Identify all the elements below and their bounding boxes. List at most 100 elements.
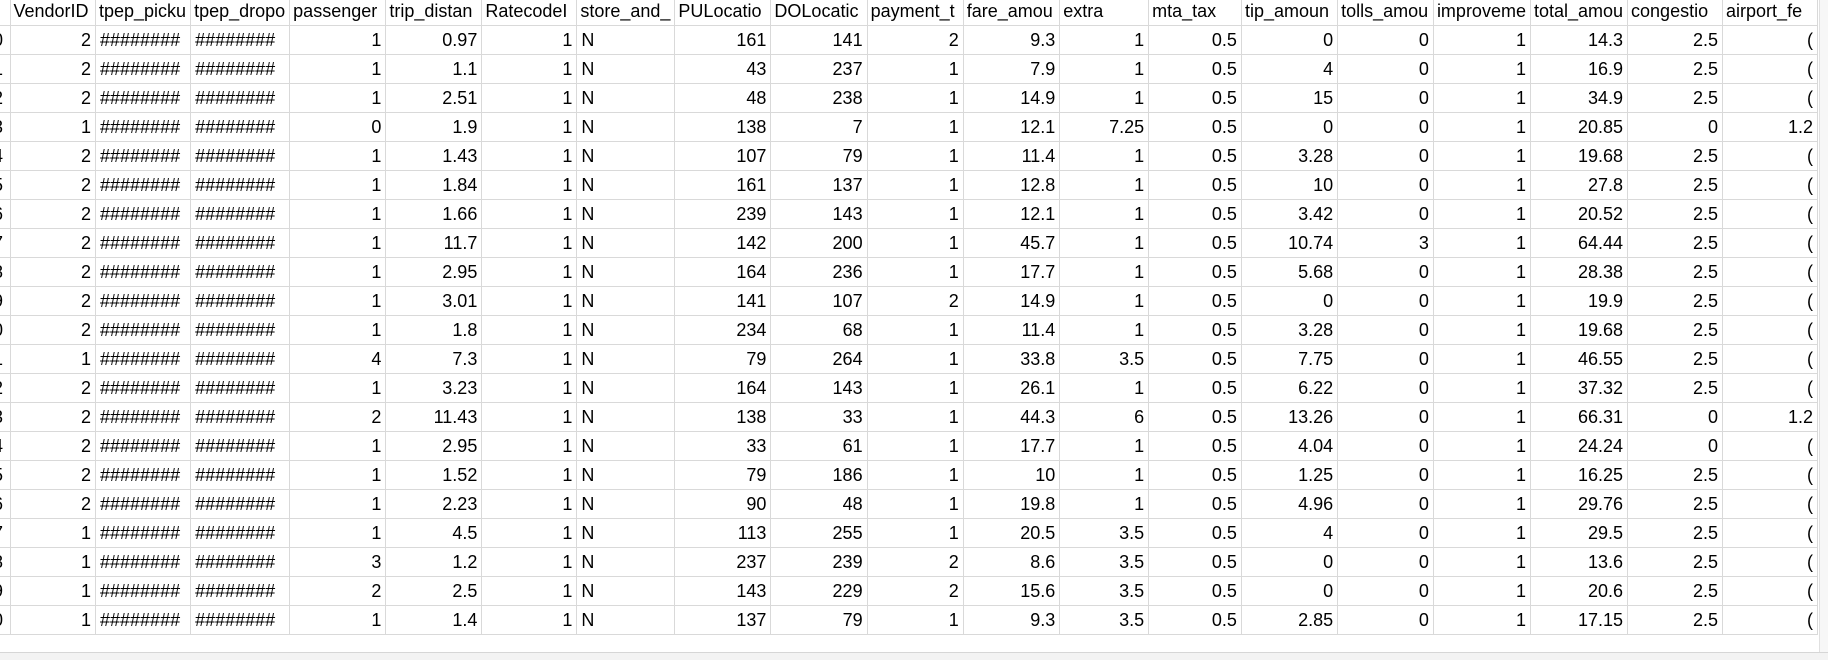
grid-cell[interactable]: 1: [1432, 344, 1531, 374]
grid-cell[interactable]: ########: [190, 460, 291, 490]
grid-cell[interactable]: 14.9: [962, 83, 1061, 113]
grid-cell[interactable]: (: [1722, 431, 1818, 461]
grid-cell[interactable]: 0: [1337, 199, 1434, 229]
grid-cell[interactable]: 0.5: [1148, 576, 1242, 606]
grid-cell[interactable]: 46.55: [1529, 344, 1629, 374]
grid-cell[interactable]: 1: [481, 141, 578, 171]
grid-cell[interactable]: 4: [1240, 518, 1339, 548]
grid-cell[interactable]: 2.5: [385, 576, 483, 606]
grid-cell[interactable]: 1: [1432, 489, 1531, 519]
grid-cell[interactable]: 1: [1432, 460, 1531, 490]
grid-cell[interactable]: ########: [94, 431, 192, 461]
row-index-cell[interactable]: 8: [0, 257, 11, 287]
grid-cell[interactable]: 161: [674, 25, 772, 55]
grid-cell[interactable]: ########: [190, 199, 291, 229]
grid-cell[interactable]: 1.84: [385, 170, 483, 200]
row-index-cell[interactable]: 6: [0, 489, 11, 519]
grid-cell[interactable]: 2.5: [1627, 257, 1724, 287]
grid-cell[interactable]: 0.5: [1148, 518, 1242, 548]
grid-cell[interactable]: 16.9: [1529, 54, 1629, 84]
grid-cell[interactable]: 3.5: [1059, 344, 1150, 374]
grid-cell[interactable]: 2: [9, 460, 96, 490]
grid-cell[interactable]: N: [576, 141, 676, 171]
grid-cell[interactable]: N: [576, 170, 676, 200]
grid-cell[interactable]: 1: [1059, 257, 1150, 287]
row-index-cell[interactable]: 4: [0, 141, 11, 171]
grid-cell[interactable]: 29.5: [1529, 518, 1629, 548]
grid-cell[interactable]: 143: [770, 199, 868, 229]
grid-cell[interactable]: 2.5: [1627, 54, 1724, 84]
grid-cell[interactable]: 229: [770, 576, 868, 606]
grid-cell[interactable]: 3.5: [1059, 576, 1150, 606]
grid-cell[interactable]: 3.5: [1059, 547, 1150, 577]
grid-cell[interactable]: 1: [1432, 605, 1531, 635]
row-index-cell[interactable]: 3: [0, 112, 11, 142]
grid-cell[interactable]: 1: [289, 460, 387, 490]
grid-cell[interactable]: 1.8: [385, 315, 483, 345]
column-header-cell[interactable]: tolls_amou: [1337, 0, 1434, 26]
grid-cell[interactable]: 1: [1432, 170, 1531, 200]
grid-cell[interactable]: 2.5: [1627, 489, 1724, 519]
grid-cell[interactable]: 137: [770, 170, 868, 200]
grid-cell[interactable]: N: [576, 402, 676, 432]
row-index-cell[interactable]: 6: [0, 199, 11, 229]
grid-cell[interactable]: 33: [770, 402, 868, 432]
grid-cell[interactable]: 4.96: [1240, 489, 1339, 519]
grid-cell[interactable]: 2: [9, 286, 96, 316]
grid-cell[interactable]: 1: [481, 199, 578, 229]
grid-cell[interactable]: 1: [1432, 25, 1531, 55]
grid-cell[interactable]: 20.6: [1529, 576, 1629, 606]
grid-cell[interactable]: 2: [9, 373, 96, 403]
grid-cell[interactable]: 0: [1337, 112, 1434, 142]
grid-cell[interactable]: 6.22: [1240, 373, 1339, 403]
column-header-cell[interactable]: RatecodeI: [481, 0, 578, 26]
grid-cell[interactable]: N: [576, 518, 676, 548]
grid-cell[interactable]: 0: [1337, 83, 1434, 113]
grid-cell[interactable]: 0: [1627, 112, 1724, 142]
grid-cell[interactable]: 0: [1337, 286, 1434, 316]
grid-cell[interactable]: 2.95: [385, 257, 483, 287]
grid-cell[interactable]: N: [576, 489, 676, 519]
grid-cell[interactable]: 0: [1337, 25, 1434, 55]
grid-cell[interactable]: 0: [1240, 112, 1339, 142]
grid-cell[interactable]: 1: [1432, 576, 1531, 606]
grid-cell[interactable]: 11.43: [385, 402, 483, 432]
grid-cell[interactable]: 44.3: [962, 402, 1061, 432]
grid-cell[interactable]: 1: [289, 489, 387, 519]
grid-cell[interactable]: N: [576, 373, 676, 403]
grid-cell[interactable]: ########: [94, 54, 192, 84]
grid-cell[interactable]: (: [1722, 547, 1818, 577]
grid-cell[interactable]: 2.5: [1627, 25, 1724, 55]
grid-cell[interactable]: ########: [94, 170, 192, 200]
grid-cell[interactable]: 2: [9, 83, 96, 113]
grid-cell[interactable]: 1: [481, 518, 578, 548]
grid-cell[interactable]: 138: [674, 402, 772, 432]
grid-cell[interactable]: 0: [1337, 576, 1434, 606]
grid-cell[interactable]: 1: [289, 373, 387, 403]
grid-cell[interactable]: 24.24: [1529, 431, 1629, 461]
grid-cell[interactable]: 1: [481, 83, 578, 113]
grid-cell[interactable]: 2: [9, 228, 96, 258]
grid-cell[interactable]: 2.5: [1627, 373, 1724, 403]
grid-cell[interactable]: (: [1722, 228, 1818, 258]
grid-cell[interactable]: 1: [289, 518, 387, 548]
grid-cell[interactable]: 79: [770, 605, 868, 635]
grid-cell[interactable]: 1: [481, 373, 578, 403]
grid-cell[interactable]: 0: [1337, 489, 1434, 519]
grid-cell[interactable]: 1.1: [385, 54, 483, 84]
grid-cell[interactable]: 0.5: [1148, 141, 1242, 171]
grid-cell[interactable]: 2: [9, 54, 96, 84]
grid-cell[interactable]: ########: [190, 228, 291, 258]
grid-cell[interactable]: ########: [190, 402, 291, 432]
grid-cell[interactable]: 1: [866, 518, 964, 548]
grid-cell[interactable]: 1: [866, 170, 964, 200]
grid-cell[interactable]: 9.3: [962, 605, 1061, 635]
grid-cell[interactable]: 0.5: [1148, 54, 1242, 84]
grid-cell[interactable]: 28.38: [1529, 257, 1629, 287]
grid-cell[interactable]: 0: [1337, 605, 1434, 635]
grid-cell[interactable]: 3.28: [1240, 315, 1339, 345]
grid-cell[interactable]: 2: [289, 576, 387, 606]
grid-cell[interactable]: 45.7: [962, 228, 1061, 258]
column-header-cell[interactable]: airport_fe: [1722, 0, 1818, 26]
grid-cell[interactable]: 1: [9, 605, 96, 635]
